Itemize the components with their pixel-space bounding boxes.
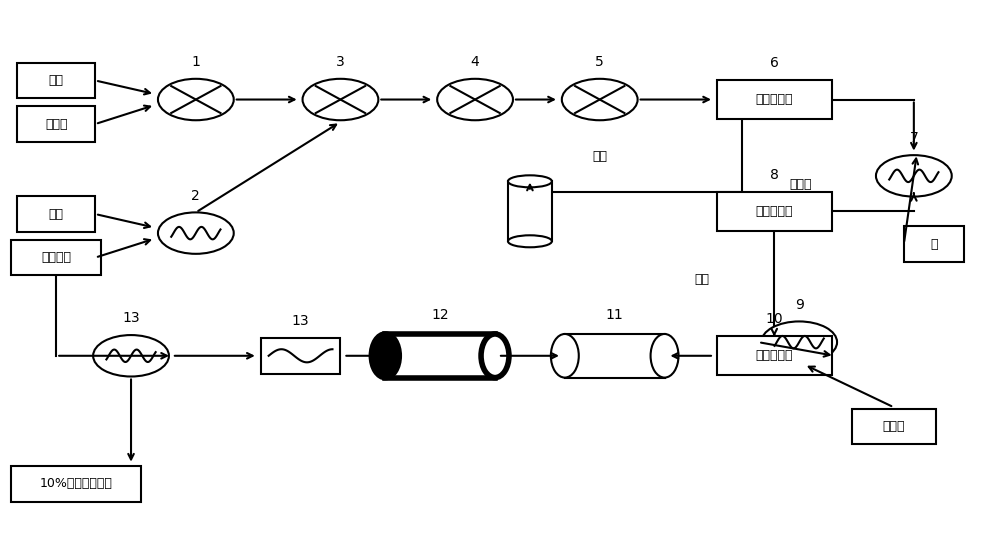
- Ellipse shape: [651, 334, 679, 378]
- Text: 12: 12: [431, 308, 449, 322]
- Text: 1: 1: [191, 55, 200, 69]
- Circle shape: [437, 79, 513, 120]
- Bar: [717, 80, 832, 119]
- Text: 浓硫酸: 浓硫酸: [45, 118, 67, 130]
- Bar: [717, 336, 832, 375]
- Text: 6: 6: [770, 56, 779, 70]
- Ellipse shape: [481, 334, 509, 378]
- Ellipse shape: [508, 175, 552, 187]
- Circle shape: [93, 335, 169, 376]
- Bar: [385, 334, 495, 378]
- Text: 11: 11: [606, 308, 624, 322]
- Text: 9: 9: [795, 298, 804, 312]
- Circle shape: [761, 322, 837, 363]
- Bar: [717, 192, 832, 231]
- Text: 7: 7: [909, 132, 918, 145]
- Circle shape: [876, 155, 952, 197]
- Bar: [11, 466, 141, 501]
- Circle shape: [158, 213, 234, 254]
- Text: 4: 4: [471, 55, 479, 69]
- Text: 10: 10: [765, 312, 783, 327]
- Ellipse shape: [371, 334, 399, 378]
- Bar: [508, 181, 552, 241]
- Text: 有机相: 有机相: [789, 178, 812, 191]
- Text: 13: 13: [122, 311, 140, 326]
- Text: 10%硝酸甘油溶液: 10%硝酸甘油溶液: [40, 477, 113, 490]
- Text: 13: 13: [292, 314, 309, 328]
- Text: 水: 水: [930, 237, 938, 250]
- Circle shape: [158, 79, 234, 120]
- Text: 液液分离器: 液液分离器: [755, 93, 793, 106]
- Text: 3: 3: [336, 55, 345, 69]
- Text: 二氯甲烷: 二氯甲烷: [41, 251, 71, 264]
- Text: 8: 8: [770, 168, 779, 182]
- Text: 酸液: 酸液: [592, 150, 607, 163]
- Text: 盐溶液: 盐溶液: [883, 420, 905, 433]
- Bar: [852, 409, 936, 444]
- Text: 硝酸: 硝酸: [49, 74, 64, 87]
- Bar: [17, 196, 95, 232]
- Ellipse shape: [508, 235, 552, 247]
- Bar: [17, 62, 95, 98]
- Text: 液液分离器: 液液分离器: [755, 205, 793, 218]
- Text: 2: 2: [191, 189, 200, 203]
- Bar: [904, 226, 964, 262]
- Text: 水相: 水相: [694, 273, 709, 286]
- Bar: [565, 334, 665, 378]
- Text: 甘油: 甘油: [49, 208, 64, 220]
- Bar: [17, 106, 95, 142]
- Bar: [11, 240, 101, 275]
- Circle shape: [303, 79, 378, 120]
- Circle shape: [562, 79, 638, 120]
- Ellipse shape: [551, 334, 579, 378]
- Text: 液液分离器: 液液分离器: [755, 349, 793, 362]
- Text: 5: 5: [595, 55, 604, 69]
- Bar: [261, 338, 340, 374]
